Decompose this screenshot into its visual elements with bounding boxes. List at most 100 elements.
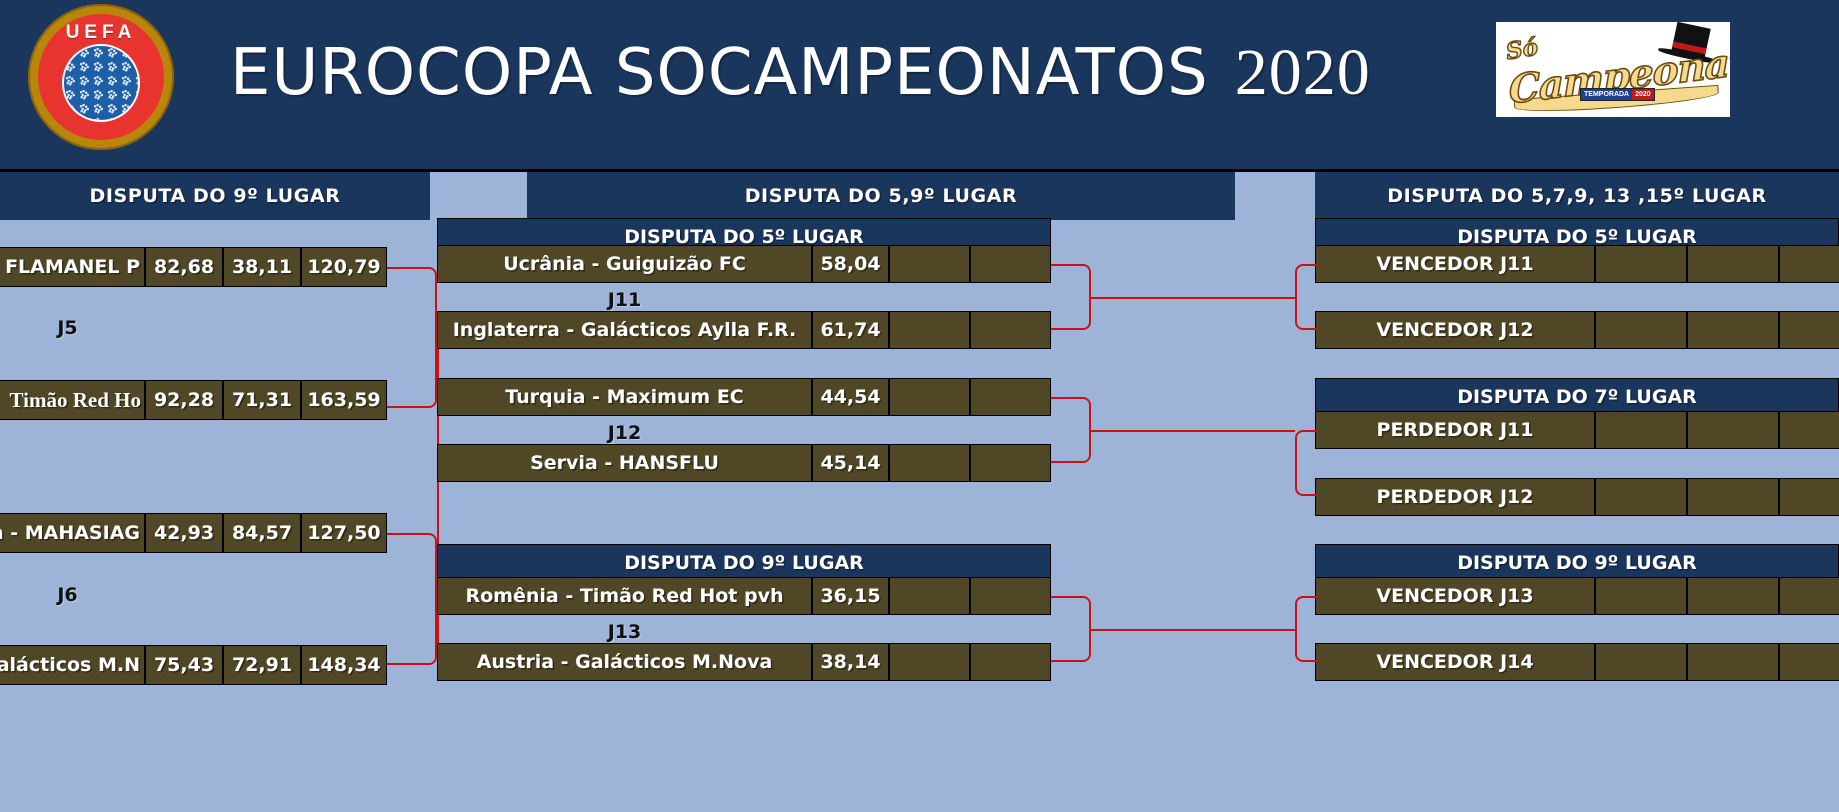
title-banner: UEFA EUROCOPA SOCAMPEONATOS 2020 Só Camp…: [0, 0, 1839, 172]
right-group-header: DISPUTA DO 7º LUGAR: [1315, 378, 1839, 416]
center-match-team[interactable]: Romênia - Timão Red Hot pvh: [437, 577, 812, 615]
right-slot-blank[interactable]: [1779, 577, 1839, 615]
right-slot-blank[interactable]: [1687, 577, 1779, 615]
center-connector-j12: [1051, 397, 1091, 463]
left-match-score1[interactable]: 75,43: [145, 645, 223, 685]
uefa-logo: UEFA: [28, 4, 174, 150]
season-badge-label: TEMPORADA: [1581, 89, 1633, 100]
bracket-board: - FLAMANEL P 82,68 38,11 120,79 J5 Timão…: [0, 218, 1839, 812]
right-slot-blank[interactable]: [1595, 577, 1687, 615]
right-feed-line-g3: [1091, 629, 1295, 631]
right-slot-blank[interactable]: [1779, 478, 1839, 516]
section-header-5-9: DISPUTA DO 5,9º LUGAR: [527, 172, 1235, 220]
right-slot-blank[interactable]: [1687, 311, 1779, 349]
right-slot-label[interactable]: PERDEDOR J11: [1315, 411, 1595, 449]
center-connector-j11: [1051, 264, 1091, 330]
left-match-score1[interactable]: 42,93: [145, 513, 223, 553]
right-slot-blank[interactable]: [1687, 245, 1779, 283]
season-badge: TEMPORADA 2020: [1580, 88, 1655, 101]
sponsor-logo-so: Só: [1503, 33, 1540, 66]
right-slot-blank[interactable]: [1687, 643, 1779, 681]
left-match-score2[interactable]: 38,11: [223, 247, 301, 287]
right-slot-blank[interactable]: [1595, 411, 1687, 449]
left-match-team[interactable]: a - MAHASIAG: [0, 513, 145, 553]
left-match-team[interactable]: Timão Red Ho: [0, 380, 145, 420]
right-slot-blank[interactable]: [1595, 311, 1687, 349]
center-match-blank[interactable]: [970, 577, 1051, 615]
center-match-blank[interactable]: [889, 311, 970, 349]
left-match-total[interactable]: 163,59: [301, 380, 387, 420]
center-match-score[interactable]: 61,74: [812, 311, 889, 349]
right-feed-line-g2: [1091, 430, 1295, 432]
page-title: EUROCOPA SOCAMPEONATOS 2020: [230, 30, 1370, 116]
right-slot-blank[interactable]: [1779, 311, 1839, 349]
left-match-jlabel: J5: [57, 317, 78, 339]
right-slot-label[interactable]: VENCEDOR J14: [1315, 643, 1595, 681]
center-match-blank[interactable]: [889, 444, 970, 482]
center-match-blank[interactable]: [970, 643, 1051, 681]
left-match-team[interactable]: Galácticos M.N: [0, 645, 145, 685]
left-match-total[interactable]: 120,79: [301, 247, 387, 287]
uefa-logo-ring: UEFA: [38, 14, 164, 140]
center-match-team[interactable]: Ucrânia - Guiguizão FC: [437, 245, 812, 283]
center-match-blank[interactable]: [889, 378, 970, 416]
left-connector-j5: [387, 267, 437, 408]
center-match-blank[interactable]: [889, 643, 970, 681]
center-match-jlabel: J11: [607, 289, 642, 311]
right-connector-g3: [1295, 596, 1317, 662]
center-match-team[interactable]: Turquia - Maximum EC: [437, 378, 812, 416]
right-group-header: DISPUTA DO 9º LUGAR: [1315, 544, 1839, 582]
right-slot-blank[interactable]: [1687, 411, 1779, 449]
section-header-5-7-9-13-15: DISPUTA DO 5,7,9, 13 ,15º LUGAR: [1315, 172, 1839, 220]
center-match-team[interactable]: Servia - HANSFLU: [437, 444, 812, 482]
center-match-blank[interactable]: [889, 577, 970, 615]
uefa-wordmark: UEFA: [65, 22, 137, 43]
left-match-jlabel: J6: [57, 584, 78, 606]
right-slot-blank[interactable]: [1779, 245, 1839, 283]
right-connector-g2: [1295, 430, 1317, 496]
left-match-score2[interactable]: 84,57: [223, 513, 301, 553]
season-badge-year: 2020: [1632, 89, 1654, 100]
section-header-9th: DISPUTA DO 9º LUGAR: [0, 172, 430, 220]
right-slot-label[interactable]: VENCEDOR J11: [1315, 245, 1595, 283]
right-slot-blank[interactable]: [1687, 478, 1779, 516]
center-match-blank[interactable]: [970, 378, 1051, 416]
left-match-score1[interactable]: 82,68: [145, 247, 223, 287]
right-slot-blank[interactable]: [1779, 411, 1839, 449]
center-match-blank[interactable]: [970, 311, 1051, 349]
page-title-year: 2020: [1234, 36, 1371, 109]
center-match-blank[interactable]: [970, 444, 1051, 482]
center-match-blank[interactable]: [970, 245, 1051, 283]
left-match-team[interactable]: - FLAMANEL P: [0, 247, 145, 287]
right-slot-label[interactable]: PERDEDOR J12: [1315, 478, 1595, 516]
right-slot-blank[interactable]: [1779, 643, 1839, 681]
right-slot-label[interactable]: VENCEDOR J13: [1315, 577, 1595, 615]
center-connector-j13: [1051, 596, 1091, 662]
center-match-score[interactable]: 44,54: [812, 378, 889, 416]
center-match-team[interactable]: Austria - Galácticos M.Nova: [437, 643, 812, 681]
left-match-score2[interactable]: 71,31: [223, 380, 301, 420]
center-match-score[interactable]: 58,04: [812, 245, 889, 283]
right-slot-blank[interactable]: [1595, 643, 1687, 681]
right-slot-label[interactable]: VENCEDOR J12: [1315, 311, 1595, 349]
center-match-score[interactable]: 38,14: [812, 643, 889, 681]
center-match-score[interactable]: 45,14: [812, 444, 889, 482]
left-match-total[interactable]: 148,34: [301, 645, 387, 685]
uefa-globe-icon: [62, 44, 140, 122]
right-feed-line-g1: [1091, 297, 1295, 299]
right-slot-blank[interactable]: [1595, 245, 1687, 283]
left-match-score2[interactable]: 72,91: [223, 645, 301, 685]
left-match-score1[interactable]: 92,28: [145, 380, 223, 420]
sponsor-logo: Só Campeonatos TEMPORADA 2020: [1496, 22, 1730, 117]
center-match-score[interactable]: 36,15: [812, 577, 889, 615]
center-match-jlabel: J13: [607, 621, 642, 643]
left-connector-j6: [387, 533, 437, 665]
page-title-text: EUROCOPA SOCAMPEONATOS: [230, 36, 1209, 110]
center-match-team[interactable]: Inglaterra - Galácticos Aylla F.R.: [437, 311, 812, 349]
right-slot-blank[interactable]: [1595, 478, 1687, 516]
center-match-blank[interactable]: [889, 245, 970, 283]
left-match-total[interactable]: 127,50: [301, 513, 387, 553]
left-connector-trunk: [437, 337, 439, 667]
center-match-jlabel: J12: [607, 422, 642, 444]
right-connector-g1: [1295, 264, 1317, 330]
